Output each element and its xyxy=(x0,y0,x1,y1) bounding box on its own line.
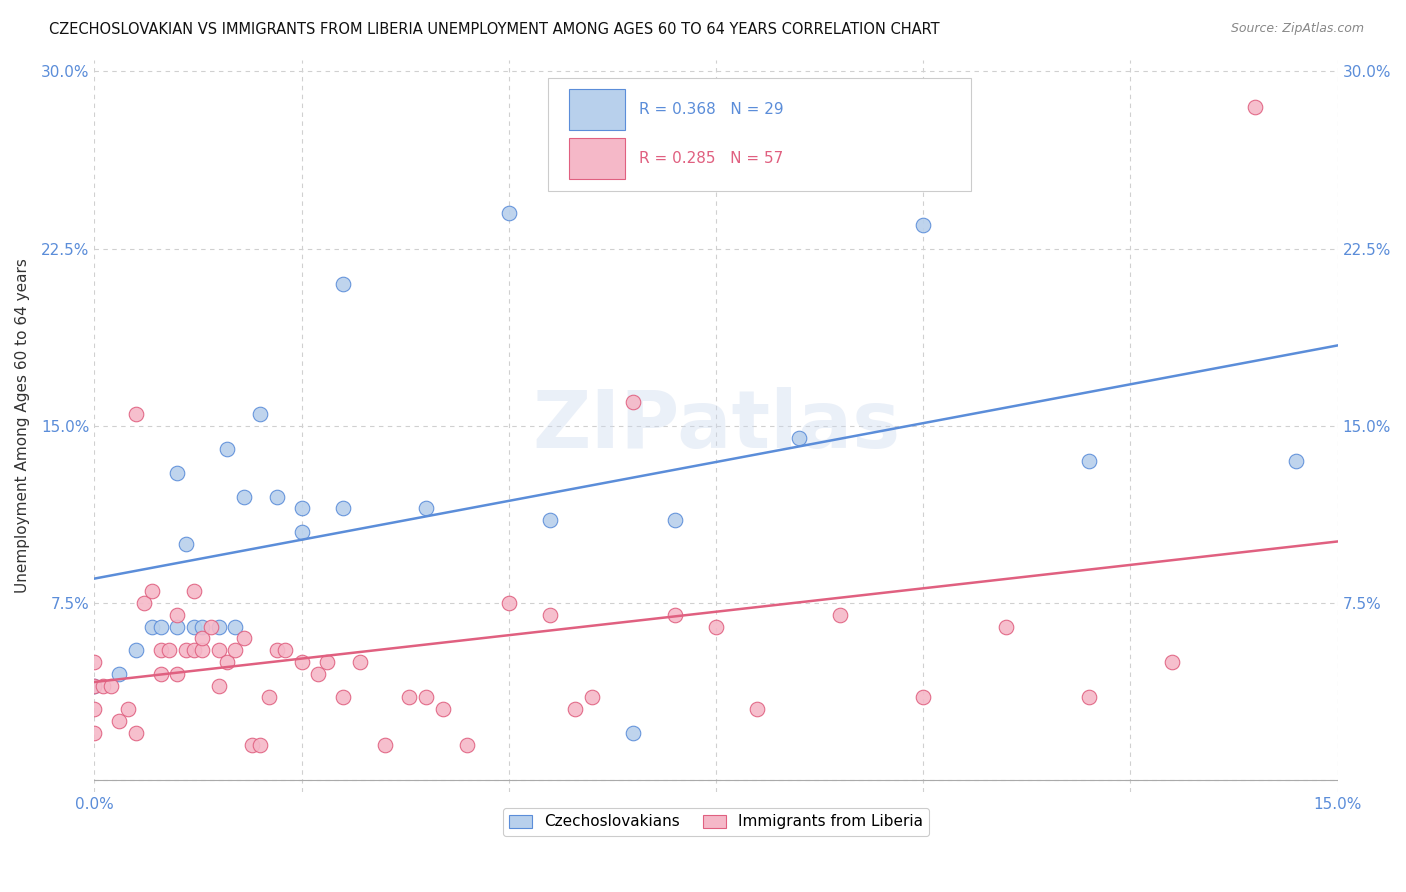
Text: CZECHOSLOVAKIAN VS IMMIGRANTS FROM LIBERIA UNEMPLOYMENT AMONG AGES 60 TO 64 YEAR: CZECHOSLOVAKIAN VS IMMIGRANTS FROM LIBER… xyxy=(49,22,939,37)
Point xyxy=(274,643,297,657)
Text: ZIPatlas: ZIPatlas xyxy=(531,387,900,465)
Point xyxy=(125,643,148,657)
Point xyxy=(1160,655,1182,669)
Point xyxy=(191,632,214,646)
Point xyxy=(332,690,354,705)
Point xyxy=(149,666,172,681)
Point xyxy=(1285,454,1308,468)
Point xyxy=(1078,690,1101,705)
Point xyxy=(621,395,644,409)
FancyBboxPatch shape xyxy=(569,138,626,178)
Point xyxy=(149,619,172,633)
Point xyxy=(747,702,769,716)
Point xyxy=(149,643,172,657)
Text: R = 0.368   N = 29: R = 0.368 N = 29 xyxy=(638,102,783,117)
Point xyxy=(208,679,231,693)
Point xyxy=(374,738,396,752)
Point xyxy=(117,702,139,716)
Point xyxy=(232,632,254,646)
Point xyxy=(183,643,205,657)
Point xyxy=(183,619,205,633)
Point xyxy=(538,513,561,527)
Point xyxy=(157,643,180,657)
Point xyxy=(240,738,263,752)
Point xyxy=(166,466,188,480)
Point xyxy=(291,655,314,669)
Point xyxy=(266,490,288,504)
Point xyxy=(912,218,935,232)
Point xyxy=(208,619,231,633)
Point xyxy=(208,643,231,657)
Point xyxy=(415,501,437,516)
Point xyxy=(83,726,105,740)
Point xyxy=(134,596,156,610)
Point xyxy=(83,655,105,669)
Point xyxy=(432,702,454,716)
Point xyxy=(564,702,586,716)
Point xyxy=(217,655,239,669)
FancyBboxPatch shape xyxy=(548,78,972,192)
Point xyxy=(91,679,114,693)
Point xyxy=(307,666,329,681)
Point xyxy=(217,442,239,457)
Point xyxy=(498,596,520,610)
Legend: Czechoslovakians, Immigrants from Liberia: Czechoslovakians, Immigrants from Liberi… xyxy=(503,808,929,836)
Point xyxy=(232,490,254,504)
Point xyxy=(995,619,1018,633)
Point xyxy=(830,607,852,622)
Point xyxy=(912,690,935,705)
Point xyxy=(266,643,288,657)
Text: Source: ZipAtlas.com: Source: ZipAtlas.com xyxy=(1230,22,1364,36)
Point xyxy=(174,643,197,657)
Point xyxy=(191,619,214,633)
Point xyxy=(787,431,810,445)
Point xyxy=(315,655,337,669)
Point xyxy=(538,607,561,622)
Point xyxy=(621,726,644,740)
Point xyxy=(224,619,246,633)
Point xyxy=(664,513,686,527)
Point xyxy=(183,584,205,599)
Point xyxy=(125,726,148,740)
Point xyxy=(1078,454,1101,468)
Point xyxy=(166,607,188,622)
Point xyxy=(332,277,354,291)
Point xyxy=(664,607,686,622)
Point xyxy=(83,679,105,693)
Point xyxy=(191,643,214,657)
Point xyxy=(141,584,163,599)
Point xyxy=(415,690,437,705)
FancyBboxPatch shape xyxy=(569,89,626,129)
Point xyxy=(456,738,478,752)
Point xyxy=(249,738,271,752)
Point xyxy=(83,679,105,693)
Point xyxy=(1243,100,1265,114)
Point xyxy=(108,666,131,681)
Point xyxy=(100,679,122,693)
Point xyxy=(108,714,131,728)
Point xyxy=(166,666,188,681)
Point xyxy=(581,690,603,705)
Point xyxy=(498,206,520,220)
Point xyxy=(83,702,105,716)
Point xyxy=(332,501,354,516)
Point xyxy=(349,655,371,669)
Point xyxy=(704,619,727,633)
Point xyxy=(224,643,246,657)
Point xyxy=(398,690,420,705)
Point xyxy=(166,619,188,633)
Point xyxy=(291,501,314,516)
Point xyxy=(125,407,148,421)
Point xyxy=(257,690,280,705)
Point xyxy=(249,407,271,421)
Point xyxy=(291,525,314,540)
Text: R = 0.285   N = 57: R = 0.285 N = 57 xyxy=(638,151,783,166)
Point xyxy=(174,537,197,551)
Point xyxy=(200,619,222,633)
Y-axis label: Unemployment Among Ages 60 to 64 years: Unemployment Among Ages 60 to 64 years xyxy=(15,259,30,593)
Point xyxy=(141,619,163,633)
